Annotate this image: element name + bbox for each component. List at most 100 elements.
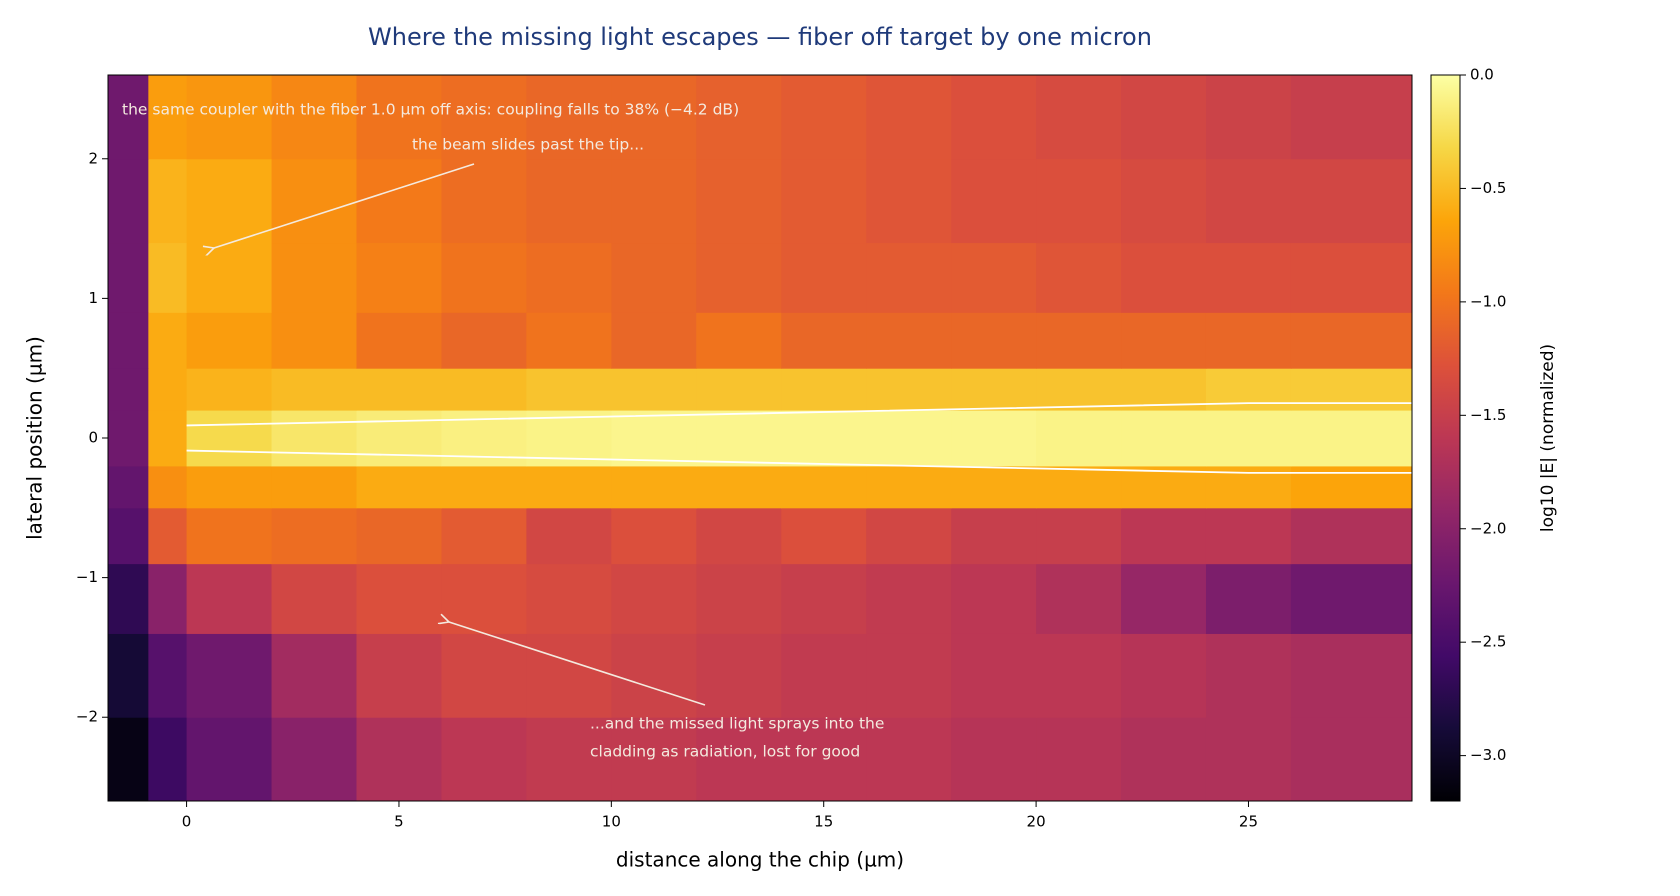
heatmap-cell [148,158,188,244]
heatmap-cell [1121,312,1207,369]
heatmap-cell [866,507,952,565]
heatmap-cell [611,410,697,467]
heatmap-cell [866,563,952,634]
heatmap-cell [441,312,527,369]
heatmap-cell [271,507,357,565]
heatmap-cell [356,75,442,160]
heatmap-cell [781,242,867,313]
heatmap-cell [186,312,273,369]
heatmap-cell [271,633,357,718]
heatmap-cell [271,242,357,313]
heatmap-cell [866,158,952,244]
heatmap-cell [148,507,188,565]
y-tick-label: −1 [76,568,98,586]
heatmap-cell [186,242,273,313]
heatmap-cell [108,717,149,802]
heatmap-cell [108,633,149,718]
heatmap-cell [1036,242,1122,313]
heatmap-cell [526,75,612,160]
heatmap-cell [356,312,442,369]
heatmap-cell [356,633,442,718]
annotation: the beam slides past the tip... [412,136,644,154]
heatmap-cell [951,410,1037,467]
heatmap-cell [866,633,952,718]
heatmap-cell [781,465,867,509]
heatmap-cell [1121,242,1207,313]
heatmap-cell [781,75,867,160]
heatmap-cell [696,410,782,467]
heatmap-cell [271,717,357,802]
chart-title: Where the missing light escapes — fiber … [368,23,1152,51]
heatmap-cell [1290,75,1413,160]
heatmap-cell [108,242,149,313]
heatmap-cell [1036,368,1122,411]
heatmap-cell [1036,465,1122,509]
heatmap-cell [1121,633,1207,718]
heatmap-cell [441,75,527,160]
heatmap-cell [1205,312,1292,369]
heatmap-cell [108,158,149,244]
heatmap-cell [951,368,1037,411]
x-tick-label: 20 [1027,813,1046,831]
x-tick-label: 10 [602,813,621,831]
colorbar-tick-label: 0.0 [1470,66,1494,84]
heatmap-cell [1121,563,1207,634]
heatmap-cell [356,410,442,467]
heatmap-cell [1121,507,1207,565]
heatmap-cell [526,158,612,244]
heatmap-cell [1036,410,1122,467]
heatmap-cell [696,633,782,718]
heatmap-cell [611,75,697,160]
heatmap-cell [1205,75,1292,160]
x-axis-label: distance along the chip (µm) [616,848,904,872]
heatmap-cell [696,563,782,634]
heatmap-cell [356,465,442,509]
heatmap-cell [526,368,612,411]
x-tick-label: 0 [182,813,192,831]
heatmap-cell [526,410,612,467]
heatmap-cell [866,312,952,369]
x-tick-label: 25 [1239,813,1258,831]
heatmap-cell [1290,312,1413,369]
heatmap-cell [526,507,612,565]
heatmap-cell [356,158,442,244]
heatmap-cell [611,633,697,718]
heatmap-cell [1121,717,1207,802]
heatmap-cell [148,368,188,411]
heatmap-cell [1036,563,1122,634]
heatmap-cell [951,75,1037,160]
waveguide-outline [186,402,1412,427]
heatmap-cell [1290,410,1413,467]
x-tick-label: 15 [814,813,833,831]
heatmap-cell [148,312,188,369]
heatmap-cell [441,717,527,802]
heatmap-cell [781,368,867,411]
heatmap-cell [356,563,442,634]
heatmap-cell [951,242,1037,313]
colorbar-label: log10 |E| (normalized) [1538,344,1558,532]
heatmap-cell [611,717,697,802]
heatmap-cell [271,368,357,411]
heatmap-cell [781,507,867,565]
heatmap-cell [611,465,697,509]
heatmap-cell [696,717,782,802]
heatmap-cell [611,242,697,313]
heatmap-cell [1205,410,1292,467]
heatmap-cell [1036,717,1122,802]
heatmap-cell [186,368,273,411]
heatmap-cell [108,410,149,467]
colorbar [1430,74,1461,802]
heatmap-cell [441,368,527,411]
heatmap-cell [1036,75,1122,160]
annotation-arrow [214,163,475,248]
heatmap-cell [1290,158,1413,244]
y-axis-label: lateral position (µm) [23,336,47,540]
heatmap-cell [108,507,149,565]
heatmap-cell [1290,242,1413,313]
heatmap-cell [1290,368,1413,411]
y-tick-label: −2 [76,708,98,726]
heatmap-cell [696,312,782,369]
heatmap-cell [1121,465,1207,509]
heatmap-cell [186,507,273,565]
